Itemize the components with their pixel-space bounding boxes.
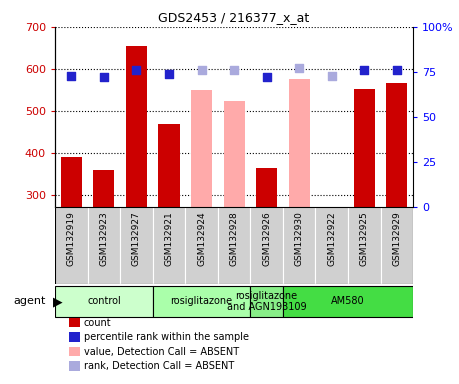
- Text: GSM132922: GSM132922: [327, 211, 336, 266]
- Text: GSM132928: GSM132928: [230, 211, 239, 266]
- Point: [198, 67, 205, 73]
- Point: [393, 67, 401, 73]
- Bar: [250, 286, 283, 317]
- Bar: [55, 286, 153, 317]
- Text: GSM132925: GSM132925: [360, 211, 369, 266]
- Text: control: control: [87, 296, 121, 306]
- Point: [230, 67, 238, 73]
- Text: count: count: [84, 318, 111, 328]
- Text: value, Detection Call = ABSENT: value, Detection Call = ABSENT: [84, 347, 239, 357]
- Point: [361, 67, 368, 73]
- Title: GDS2453 / 216377_x_at: GDS2453 / 216377_x_at: [158, 11, 310, 24]
- Bar: [283, 286, 413, 317]
- Bar: [224, 101, 245, 207]
- Text: GSM132919: GSM132919: [67, 211, 76, 266]
- Bar: [386, 83, 408, 207]
- Bar: [250, 207, 283, 284]
- Text: rosiglitazone: rosiglitazone: [170, 296, 233, 306]
- Text: GSM132924: GSM132924: [197, 211, 206, 266]
- Text: GSM132923: GSM132923: [100, 211, 108, 266]
- Text: AM580: AM580: [331, 296, 365, 306]
- Text: GSM132927: GSM132927: [132, 211, 141, 266]
- Bar: [218, 207, 250, 284]
- Bar: [61, 157, 82, 207]
- Bar: [158, 124, 179, 207]
- Point: [100, 74, 107, 81]
- Text: ▶: ▶: [53, 295, 62, 308]
- Bar: [120, 207, 153, 284]
- Bar: [289, 78, 310, 207]
- Point: [165, 71, 173, 77]
- Point: [133, 67, 140, 73]
- Bar: [354, 89, 375, 207]
- Point: [263, 74, 270, 81]
- Bar: [93, 170, 114, 207]
- Bar: [315, 207, 348, 284]
- Bar: [153, 286, 250, 317]
- Bar: [348, 207, 381, 284]
- Text: rosiglitazone
and AGN193109: rosiglitazone and AGN193109: [227, 291, 307, 312]
- Text: GSM132921: GSM132921: [164, 211, 174, 266]
- Bar: [153, 207, 185, 284]
- Bar: [381, 207, 413, 284]
- Bar: [55, 207, 88, 284]
- Text: GSM132930: GSM132930: [295, 211, 304, 266]
- Bar: [283, 207, 315, 284]
- Text: percentile rank within the sample: percentile rank within the sample: [84, 332, 248, 342]
- Text: GSM132926: GSM132926: [262, 211, 271, 266]
- Text: GSM132929: GSM132929: [392, 211, 401, 266]
- Bar: [126, 46, 147, 207]
- Point: [67, 73, 75, 79]
- Text: rank, Detection Call = ABSENT: rank, Detection Call = ABSENT: [84, 361, 234, 371]
- Bar: [191, 90, 212, 207]
- Point: [328, 73, 336, 79]
- Point: [296, 65, 303, 71]
- Bar: [256, 168, 277, 207]
- Bar: [185, 207, 218, 284]
- Bar: [88, 207, 120, 284]
- Text: agent: agent: [13, 296, 46, 306]
